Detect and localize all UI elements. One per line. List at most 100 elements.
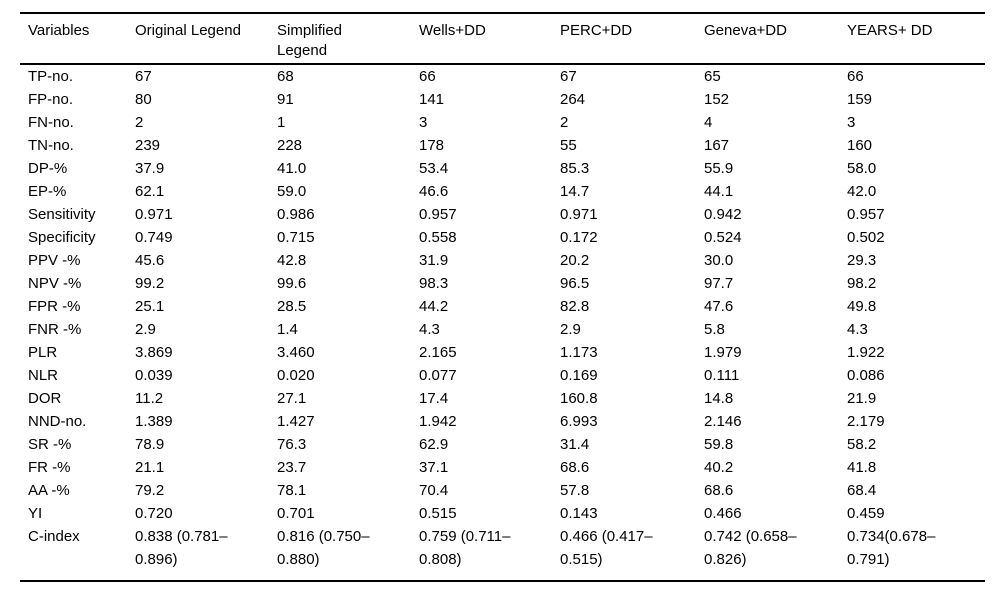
cell-value: 37.1: [419, 459, 449, 476]
table-row: DOR 11.2 27.1 17.4 160.8 14.8 21.9: [20, 387, 985, 410]
cell-value: 42.8: [277, 252, 307, 269]
row-label: C-index: [28, 528, 80, 545]
cell-value: 0.172: [560, 229, 598, 246]
cell-value: 27.1: [277, 390, 307, 407]
cell-value: 0.077: [419, 367, 457, 384]
cell-value: 3.869: [135, 344, 173, 361]
cell-value: 0.986: [277, 206, 315, 223]
cell-value: 0.143: [560, 505, 598, 522]
cell-value: 0.971: [135, 206, 173, 223]
table-row: DP-% 37.9 41.0 53.4 85.3 55.9 58.0: [20, 157, 985, 180]
cell-value: 0.111: [704, 367, 740, 384]
cell-value: 42.0: [847, 183, 877, 200]
cell-value: 0.459: [847, 505, 885, 522]
table-body: TP-no. 67 68 66 67 65 66 FP-no. 80 91 141 264 152 159…: [20, 64, 985, 581]
row-label: PPV -%: [28, 252, 81, 269]
cell-value: 228: [277, 137, 303, 154]
table-row: Specificity 0.749 0.715 0.558 0.172 0.524 0.50…: [20, 226, 985, 249]
cell-value: 1.427: [277, 413, 315, 430]
cell-value: 29.3: [847, 252, 877, 269]
cell-value: 4.3: [419, 321, 440, 338]
cell-value: 2.146: [704, 413, 742, 430]
cell-value: 41.0: [277, 160, 307, 177]
cell-value: 66: [847, 68, 864, 85]
cell-value: 62.1: [135, 183, 165, 200]
cell-value: 1.922: [847, 344, 885, 361]
cell-value: 2: [135, 114, 144, 131]
table-row: NND-no. 1.389 1.427 1.942 6.993 2.146 2.179: [20, 410, 985, 433]
cell-value: 58.2: [847, 436, 877, 453]
cell-value: 40.2: [704, 459, 734, 476]
table-row: YI 0.720 0.701 0.515 0.143 0.466 0.459: [20, 502, 985, 525]
cell-value: 167: [704, 137, 730, 154]
cell-value: 68.4: [847, 482, 877, 499]
cell-value: 59.0: [277, 183, 307, 200]
cell-value: 45.6: [135, 252, 165, 269]
cell-value: 14.7: [560, 183, 590, 200]
cell-value: 58.0: [847, 160, 877, 177]
cell-value: 76.3: [277, 436, 307, 453]
row-label: Specificity: [28, 229, 96, 246]
cell-value: 239: [135, 137, 161, 154]
cell-value: 2.179: [847, 413, 885, 430]
cell-value: 3: [847, 114, 856, 131]
cell-value: 79.2: [135, 482, 165, 499]
table-row: FN-no. 2 1 3 2 4 3: [20, 111, 985, 134]
diagnostic-metrics-table-container: Variables Original Legend Simplified Legen…: [20, 12, 985, 582]
cell-value: 20.2: [560, 252, 590, 269]
cell-value: 78.1: [277, 482, 307, 499]
cell-value: 65: [704, 68, 721, 85]
cell-value: 0.957: [419, 206, 457, 223]
column-header-perc-dd: PERC+DD: [560, 22, 633, 39]
cell-value: 31.4: [560, 436, 590, 453]
cell-value: 152: [704, 91, 730, 108]
cell-value: 66: [419, 68, 436, 85]
cell-value: 68.6: [704, 482, 734, 499]
cell-value: 4: [704, 114, 713, 131]
column-header-geneva-dd: Geneva+DD: [704, 22, 787, 39]
cell-value: 160: [847, 137, 873, 154]
cell-value: 0.466: [704, 505, 742, 522]
cell-value: 0.020: [277, 367, 315, 384]
table-row: FP-no. 80 91 141 264 152 159: [20, 88, 985, 111]
column-header-wells-dd: Wells+DD: [419, 22, 486, 39]
column-header-variables: Variables: [28, 22, 90, 39]
cell-value: 21.1: [135, 459, 165, 476]
cell-value: 178: [419, 137, 445, 154]
table-row: AA -% 79.2 78.1 70.4 57.8 68.6 68.4: [20, 479, 985, 502]
cell-value: 82.8: [560, 298, 590, 315]
column-header-years-dd: YEARS+ DD: [847, 22, 933, 39]
cell-value: 28.5: [277, 298, 307, 315]
cell-value: 0.957: [847, 206, 885, 223]
cell-value: 97.7: [704, 275, 734, 292]
row-label: NLR: [28, 367, 59, 384]
row-label: TP-no.: [28, 68, 74, 85]
cell-value: 67: [135, 68, 152, 85]
row-label: FR -%: [28, 459, 71, 476]
cell-value: 67: [560, 68, 577, 85]
cell-value: 57.8: [560, 482, 590, 499]
cell-value: 80: [135, 91, 152, 108]
cell-value: 2.165: [419, 344, 457, 361]
cell-value: 37.9: [135, 160, 165, 177]
cell-value: 0.971: [560, 206, 598, 223]
cell-value: 0.942: [704, 206, 742, 223]
row-label: FN-no.: [28, 114, 74, 131]
row-label: PLR: [28, 344, 58, 361]
row-label: FPR -%: [28, 298, 81, 315]
table-row: PLR 3.869 3.460 2.165 1.173 1.979 1.922: [20, 341, 985, 364]
cell-value: 0.720: [135, 505, 173, 522]
table-row: TP-no. 67 68 66 67 65 66: [20, 64, 985, 88]
row-label: FNR -%: [28, 321, 82, 338]
table-row: NPV -% 99.2 99.6 98.3 96.5 97.7 98.2: [20, 272, 985, 295]
column-header-original-legend: Original Legend: [135, 22, 241, 39]
cell-value: 47.6: [704, 298, 734, 315]
cell-value: 99.2: [135, 275, 165, 292]
cell-value: 0.701: [277, 505, 315, 522]
cell-value: 3: [419, 114, 428, 131]
cell-value: 2: [560, 114, 569, 131]
cell-value: 0.749: [135, 229, 173, 246]
table-row: FR -% 21.1 23.7 37.1 68.6 40.2 41.8: [20, 456, 985, 479]
cell-value: 4.3: [847, 321, 868, 338]
cell-value: 264: [560, 91, 586, 108]
